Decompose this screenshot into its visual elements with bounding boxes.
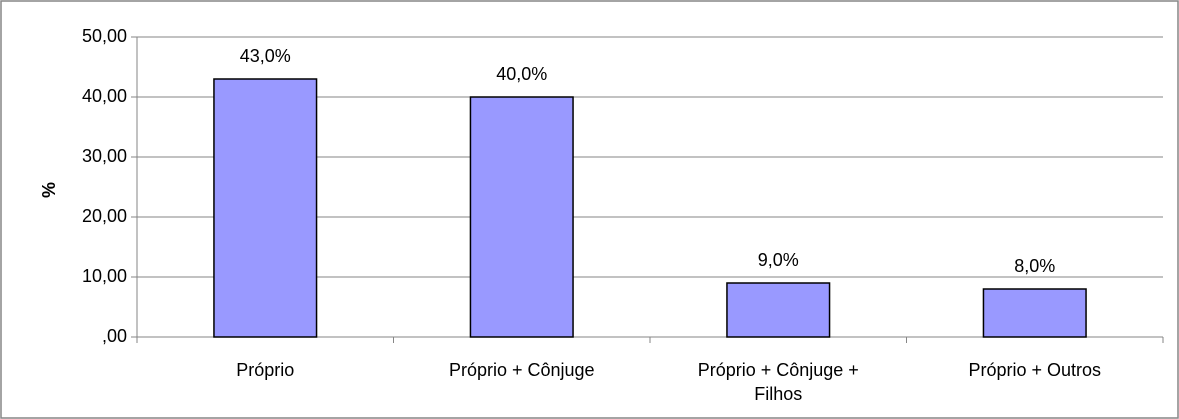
data-label: 8,0% (1014, 256, 1055, 276)
y-tick-label: 10,00 (82, 266, 127, 286)
y-tick-label: 30,00 (82, 146, 127, 166)
y-axis-label: % (39, 182, 59, 198)
y-tick-label: 20,00 (82, 206, 127, 226)
data-label: 9,0% (758, 250, 799, 270)
data-label: 40,0% (496, 64, 547, 84)
bar (469, 96, 574, 338)
y-tick-label: 40,00 (82, 86, 127, 106)
y-tick-label: 50,00 (82, 26, 127, 46)
x-tick-label: Próprio + Cônjuge (448, 360, 595, 380)
x-tick-label: Próprio + Outros (968, 360, 1102, 380)
bar (213, 78, 318, 338)
bar (726, 282, 831, 338)
x-tick-label: Próprio (236, 360, 295, 380)
y-tick-label: ,00 (102, 326, 127, 346)
data-label: 43,0% (240, 46, 291, 66)
bar (982, 288, 1087, 338)
x-tick-label: Próprio + Cônjuge + Filhos (697, 360, 859, 404)
